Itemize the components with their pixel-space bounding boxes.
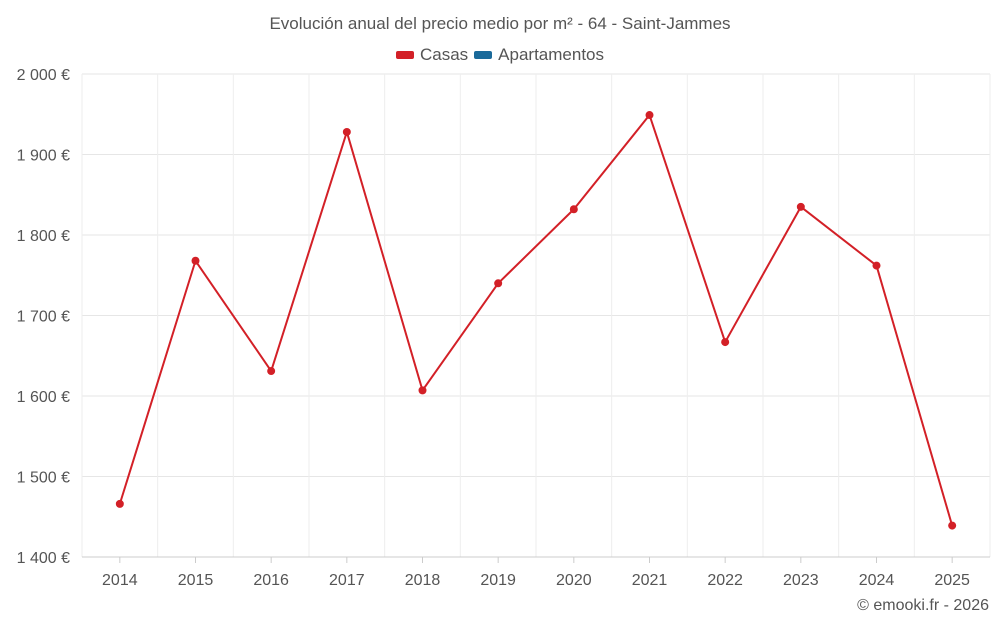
- legend-swatch-apartamentos: [474, 51, 493, 59]
- data-point: [721, 338, 730, 347]
- x-tick-label: 2019: [480, 572, 516, 589]
- x-tick-label: 2015: [178, 572, 214, 589]
- x-tick-label: 2025: [934, 572, 970, 589]
- data-point: [342, 127, 351, 136]
- x-tick-label: 2022: [707, 572, 743, 589]
- x-tick-label: 2018: [405, 572, 441, 589]
- data-point: [418, 386, 427, 395]
- x-tick-label: 2014: [102, 572, 138, 589]
- credit-text: © emooki.fr - 2026: [857, 597, 989, 614]
- legend-item-casas[interactable]: Casas: [395, 45, 469, 65]
- series-line-casas: [118, 114, 954, 526]
- legend-label-casas: Casas: [419, 45, 469, 64]
- legend-swatch-casas: [395, 51, 414, 59]
- y-tick-label: 1 400 €: [17, 550, 70, 567]
- data-point: [569, 205, 578, 214]
- x-tick-label: 2024: [859, 572, 895, 589]
- y-tick-label: 1 800 €: [17, 228, 70, 245]
- legend-item-apartamentos[interactable]: Apartamentos: [474, 45, 604, 65]
- data-point: [645, 111, 654, 120]
- data-point: [494, 279, 503, 288]
- x-tick-label: 2023: [783, 572, 819, 589]
- y-tick-label: 1 900 €: [17, 148, 70, 165]
- x-tick-label: 2016: [253, 572, 289, 589]
- y-tick-label: 1 500 €: [17, 470, 70, 487]
- x-tick-label: 2020: [556, 572, 592, 589]
- x-tick-label: 2021: [632, 572, 668, 589]
- data-point: [948, 521, 957, 530]
- y-tick-label: 2 000 €: [17, 67, 70, 84]
- data-point: [115, 499, 124, 508]
- y-tick-label: 1 600 €: [17, 389, 70, 406]
- data-point: [796, 202, 805, 211]
- y-tick-label: 1 700 €: [17, 309, 70, 326]
- x-tick-label: 2017: [329, 572, 365, 589]
- data-point: [191, 256, 200, 265]
- legend-label-apartamentos: Apartamentos: [498, 45, 605, 64]
- legend: Casas Apartamentos: [0, 45, 1000, 65]
- data-point: [267, 367, 276, 376]
- chart-title: Evolución anual del precio medio por m² …: [269, 14, 731, 33]
- data-point: [872, 261, 881, 270]
